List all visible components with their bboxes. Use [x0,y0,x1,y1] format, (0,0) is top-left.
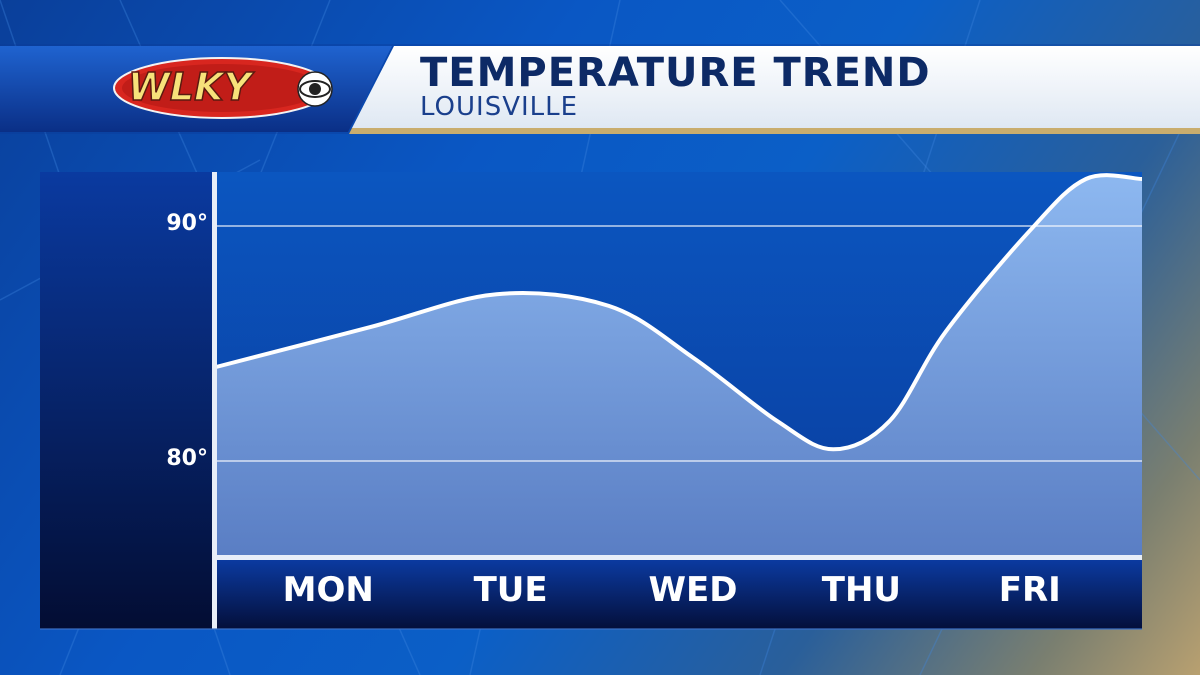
gridlines [216,225,1142,462]
y-tick-label: 90° [166,211,208,237]
cbs-eye-icon [297,71,333,107]
wlky-logo: WLKY [113,57,333,119]
x-tick-label: THU [821,570,902,610]
temperature-area [216,175,1142,555]
x-tick-label: WED [648,570,738,610]
svg-text:WLKY: WLKY [128,65,255,109]
chart-subtitle: LOUISVILLE [420,92,579,122]
x-tick-label: TUE [473,570,548,610]
x-axis-band [216,560,1142,629]
y-axis-line [212,172,217,629]
y-tick-label: 80° [166,446,208,471]
y-axis-band [40,172,216,629]
x-axis-line [216,555,1142,560]
x-tick-label: MON [282,570,374,610]
temperature-line [215,173,1143,452]
x-tick-label: FRI [998,570,1061,610]
chart-title: TEMPERATURE TREND [420,50,931,96]
